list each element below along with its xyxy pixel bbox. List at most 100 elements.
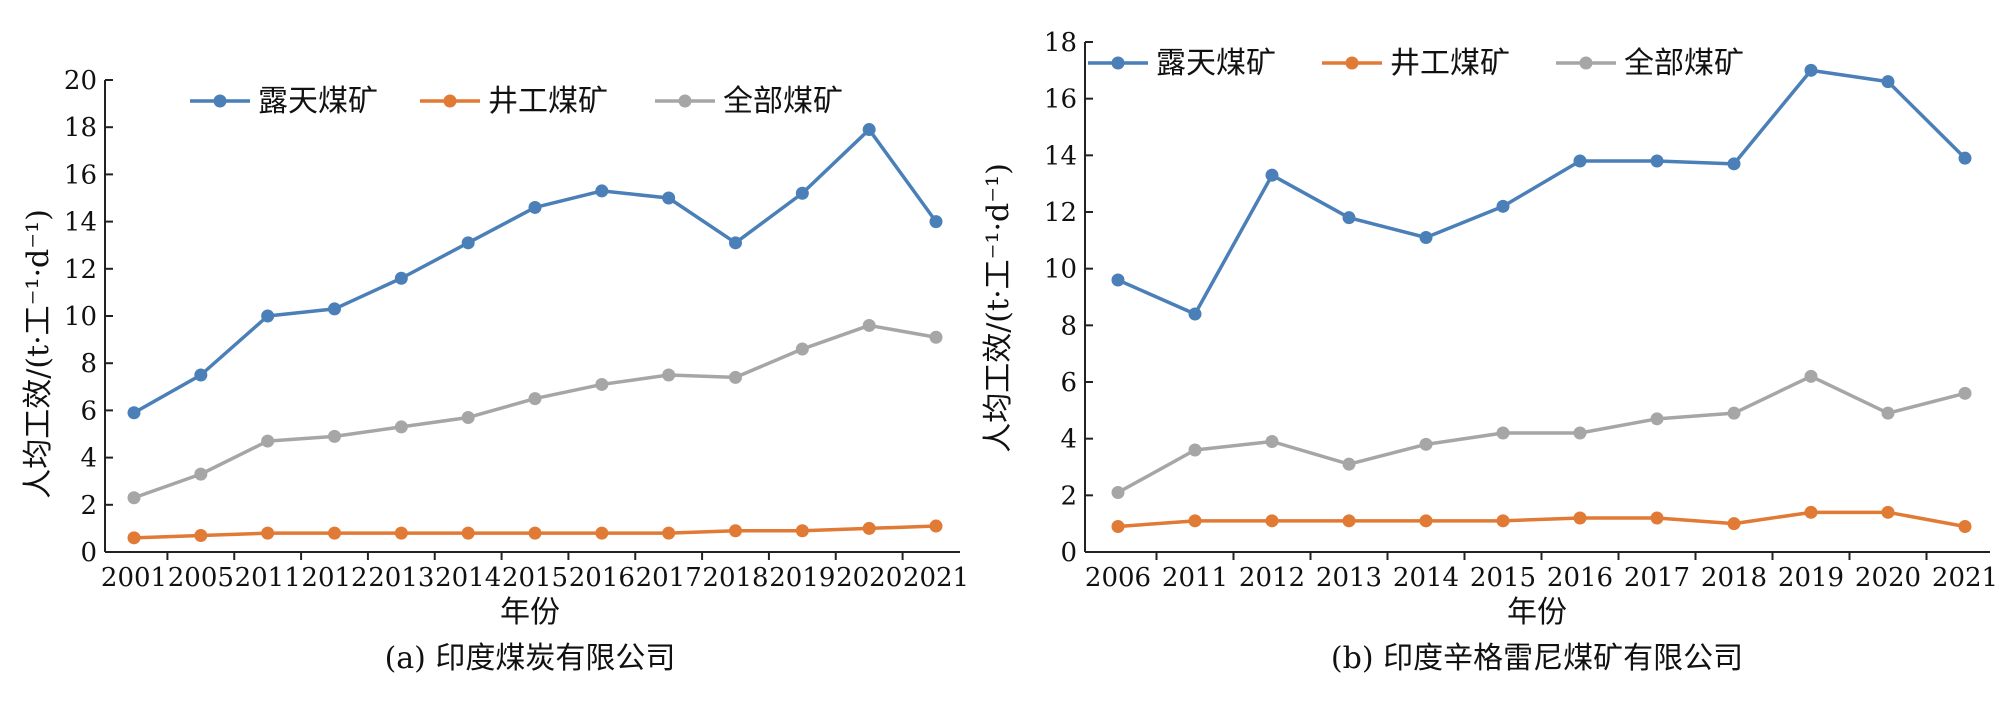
y-tick-label: 6 [1060,368,1077,398]
data-point-underground [1650,511,1664,525]
data-point-all [394,420,408,434]
data-point-open_pit [1111,273,1125,287]
data-point-all [862,318,876,332]
data-point-open_pit [1496,199,1510,213]
series-line-underground-b [1117,510,1966,529]
y-tick-label: 14 [1044,141,1077,171]
data-point-open_pit [1265,168,1279,182]
x-tick-label: 2018 [702,563,768,593]
x-axis-title-a: 年份 [500,595,560,630]
data-point-underground [595,526,609,540]
data-point-all [1496,426,1510,440]
y-tick-label: 4 [80,444,97,474]
legend-label-underground: 井工煤矿 [488,84,608,119]
data-point-open_pit [528,200,542,214]
data-point-all [1265,435,1279,448]
y-tick-label: 4 [1060,425,1077,455]
data-point-all [1958,386,1972,400]
legend-label-underground: 井工煤矿 [1390,46,1510,81]
x-tick-label: 2006 [1085,563,1151,593]
data-point-open_pit [394,271,408,285]
legend-label-open_pit: 露天煤矿 [258,84,378,119]
x-tick-label: 2019 [769,563,835,593]
x-tick-label: 2011 [1162,563,1228,593]
x-tick-label: 2016 [1547,563,1613,593]
y-tick-label: 18 [64,113,97,143]
x-axis-title-b: 年份 [1507,595,1567,630]
data-point-all [461,410,475,424]
series-line-open_pit-b [1117,68,1967,316]
data-point-all [729,370,742,384]
data-point-open_pit [1958,151,1972,165]
x-tick-label: 2020 [1855,563,1921,593]
data-point-underground [729,524,742,538]
data-point-underground [1496,514,1510,528]
data-point-underground [1573,511,1587,525]
caption-a: (a) 印度煤炭有限公司 [385,641,676,676]
y-tick-label: 18 [1044,28,1077,58]
x-tick-label: 2018 [1701,563,1767,593]
data-point-all [1727,406,1741,420]
data-point-underground [194,528,208,542]
series-line-all-b [1117,374,1966,495]
data-point-underground [662,526,676,540]
data-point-underground [929,519,943,533]
data-point-open_pit [1188,307,1202,321]
legend-label-open_pit: 露天煤矿 [1156,46,1276,81]
x-tick-label: 2021 [903,563,969,593]
data-point-all [1188,443,1202,457]
data-point-open_pit [1881,75,1895,89]
x-tick-label: 2001 [101,563,167,593]
x-tick-label: 2020 [836,563,902,593]
y-tick-label: 12 [1044,198,1077,228]
data-point-open_pit [662,191,676,205]
y-tick-label: 12 [64,255,97,285]
data-point-open_pit [862,123,876,137]
y-tick-label: 14 [64,208,97,238]
x-tick-label: 2012 [1239,563,1305,593]
data-point-underground [1111,520,1125,533]
data-point-all [528,392,542,406]
data-point-open_pit [1342,211,1356,225]
x-tick-label: 2012 [301,563,367,593]
data-point-underground [1188,514,1202,528]
legend-swatch-marker-open_pit [213,94,227,108]
plot-area-b: 0 2 4 6 8 10 12 14 16 18 2006 2011 2012 2013 2014 2015 2… [1044,28,1998,593]
data-point-open_pit [1650,154,1664,168]
data-point-open_pit [1419,231,1433,244]
series-line-all-a [133,323,937,500]
data-point-all [328,429,341,443]
data-point-all [1804,369,1818,383]
data-point-open_pit [127,406,141,420]
x-tick-label: 2017 [1624,563,1690,593]
legend-swatch-marker-all [678,94,692,108]
y-tick-label: 8 [80,349,97,379]
legend-swatch-marker-underground [443,94,457,108]
data-point-all [662,368,676,382]
x-tick-label: 2005 [168,563,234,593]
data-point-underground [1881,505,1895,519]
data-point-all [1573,426,1587,440]
data-point-all [1342,457,1356,471]
data-point-underground [795,524,809,538]
series-line-open_pit-a [133,127,938,415]
legend-swatch-marker-all [1579,56,1593,70]
y-tick-label: 20 [64,66,97,96]
data-point-all [929,330,943,344]
y-tick-label: 16 [1044,85,1077,115]
data-point-open_pit [729,236,742,250]
x-tick-label: 2016 [569,563,635,593]
data-point-open_pit [795,186,809,200]
x-tick-label: 2014 [435,563,501,593]
y-tick-label: 2 [1060,481,1077,511]
data-point-open_pit [595,184,609,198]
y-tick-label: 16 [64,160,97,190]
data-point-underground [862,521,876,535]
legend-label-all: 全部煤矿 [1624,46,1744,81]
data-point-open_pit [929,215,943,229]
y-tick-label: 10 [64,302,97,332]
y-tick-label: 0 [1060,538,1077,568]
